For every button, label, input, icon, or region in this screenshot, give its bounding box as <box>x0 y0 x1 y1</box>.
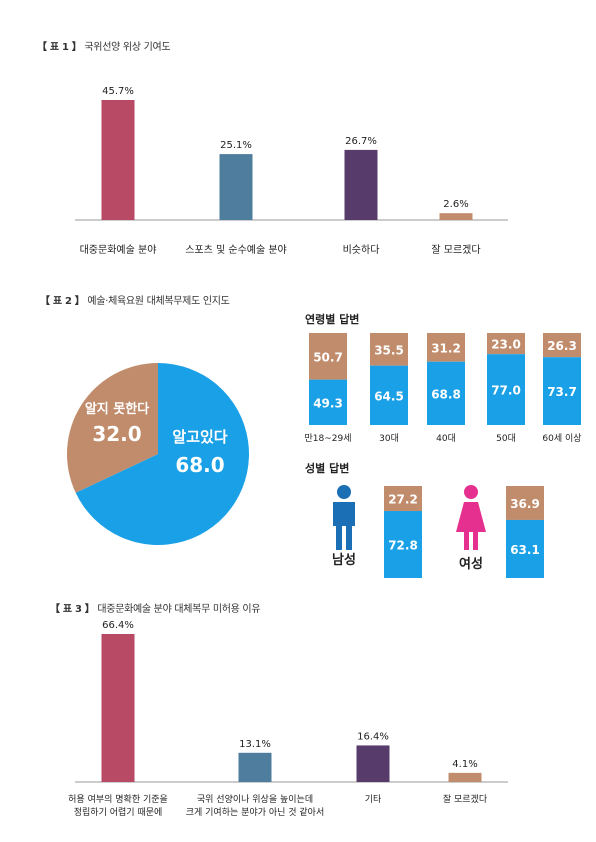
t1-value-label: 2.6% <box>443 199 468 210</box>
pie-unknown-value: 32.0 <box>92 422 141 446</box>
age-known-value: 73.7 <box>547 385 577 399</box>
age-category-label: 50대 <box>496 433 516 444</box>
t1-value-label: 45.7% <box>102 86 134 97</box>
gender-label-female: 여성 <box>459 556 483 572</box>
pie-known-label: 알고있다 <box>172 428 227 446</box>
age-category-label: 40대 <box>436 433 456 444</box>
female-icon <box>464 485 478 499</box>
age-unknown-value: 23.0 <box>491 338 521 352</box>
age-known-value: 64.5 <box>374 389 404 403</box>
table1-title-prefix: 【 표 1 】 <box>37 42 82 53</box>
t1-bar <box>439 213 473 220</box>
table1-title-text: 국위선양 위상 기여도 <box>84 42 171 53</box>
t1-category-label: 잘 모르겠다 <box>431 244 480 256</box>
pie-slice <box>66 362 158 493</box>
gender-known-value: 72.8 <box>388 539 418 553</box>
table3-title-text: 대중문화예술 분야 대체복무 미허용 이유 <box>97 604 261 615</box>
t3-value-label: 4.1% <box>452 759 477 770</box>
table2-title: 【 표 2 】 예술·체육요원 대체복무제도 인지도 <box>40 292 230 307</box>
t1-category-label: 비슷하다 <box>343 243 380 256</box>
age-known-value: 77.0 <box>491 384 521 398</box>
t3-category-label: 정립하기 어렵기 때문에 <box>74 807 163 818</box>
t3-category-label: 크게 기여하는 분야가 아닌 것 같아서 <box>186 806 325 818</box>
t3-category-label: 기타 <box>365 794 382 805</box>
age-bar-unknown <box>427 333 465 362</box>
t1-bar <box>101 100 135 220</box>
t1-value-label: 26.7% <box>345 136 377 147</box>
age-bar-unknown <box>487 333 525 355</box>
age-bar-unknown <box>543 333 581 358</box>
t1-value-label: 25.1% <box>220 140 252 151</box>
t1-bar <box>344 149 378 220</box>
age-unknown-value: 35.5 <box>374 343 404 357</box>
gender-bar-known <box>384 511 422 578</box>
age-category-label: 60세 이상 <box>542 433 581 444</box>
gender-bar-unknown <box>384 486 422 512</box>
t3-bar <box>238 752 272 782</box>
table3-title: 【 표 3 】 대중문화예술 분야 대체복무 미허용 이유 <box>50 600 261 615</box>
age-heading: 연령별 답변 <box>305 312 359 326</box>
female-icon <box>456 502 486 550</box>
t3-bar <box>356 745 390 782</box>
age-category-label: 만18~29세 <box>304 433 351 444</box>
gender-unknown-value: 27.2 <box>388 493 418 507</box>
t3-category-label: 국위 선양이나 위상을 높이는데 <box>197 794 313 805</box>
t3-value-label: 66.4% <box>102 620 134 631</box>
t3-value-label: 13.1% <box>239 739 271 750</box>
t3-category-label: 잘 모르겠다 <box>443 793 488 805</box>
age-known-value: 68.8 <box>431 387 461 401</box>
gender-label-male: 남성 <box>332 552 356 568</box>
table1-title: 【 표 1 】 국위선양 위상 기여도 <box>37 38 171 53</box>
t1-bar <box>219 154 253 220</box>
age-bar-known <box>427 361 465 425</box>
t3-value-label: 16.4% <box>357 731 389 742</box>
t1-category-label: 스포츠 및 순수예술 분야 <box>185 244 287 256</box>
table2-title-text: 예술·체육요원 대체복무제도 인지도 <box>87 296 230 307</box>
age-unknown-value: 26.3 <box>547 339 577 353</box>
table3-title-prefix: 【 표 3 】 <box>50 604 95 615</box>
gender-heading: 성별 답변 <box>305 461 349 475</box>
age-category-label: 30대 <box>379 433 399 444</box>
age-bar-known <box>543 357 581 425</box>
gender-unknown-value: 36.9 <box>510 497 540 511</box>
male-icon <box>337 485 351 499</box>
age-known-value: 49.3 <box>313 396 343 410</box>
t3-bar <box>101 634 135 782</box>
male-icon <box>333 502 355 550</box>
gender-bar-known <box>506 519 544 578</box>
pie-unknown-label: 알지 못한다 <box>85 401 149 417</box>
pie-known-value: 68.0 <box>175 453 224 477</box>
gender-known-value: 63.1 <box>510 543 540 557</box>
age-bar-known <box>309 379 347 425</box>
t3-category-label: 허용 여부의 명확한 기준을 <box>68 793 168 805</box>
age-unknown-value: 31.2 <box>431 341 461 355</box>
age-bar-unknown <box>309 333 347 380</box>
table2-title-prefix: 【 표 2 】 <box>40 296 85 307</box>
age-bar-known <box>487 354 525 425</box>
age-bar-known <box>370 365 408 425</box>
gender-bar-unknown <box>506 486 544 520</box>
t1-category-label: 대중문화예술 분야 <box>80 244 157 256</box>
t3-bar <box>448 772 482 782</box>
pie-slice <box>75 362 249 545</box>
age-bar-unknown <box>370 333 408 366</box>
age-unknown-value: 50.7 <box>313 350 343 364</box>
